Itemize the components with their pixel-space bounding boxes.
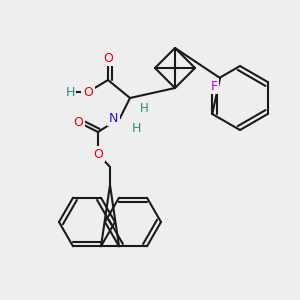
Text: H: H xyxy=(140,101,148,115)
Text: N: N xyxy=(109,112,118,124)
Text: O: O xyxy=(83,85,93,98)
Text: O: O xyxy=(103,52,113,64)
Text: O: O xyxy=(93,148,103,160)
Text: H: H xyxy=(131,122,141,134)
Text: F: F xyxy=(211,80,218,92)
Text: O: O xyxy=(73,116,83,128)
Text: H: H xyxy=(65,85,75,98)
